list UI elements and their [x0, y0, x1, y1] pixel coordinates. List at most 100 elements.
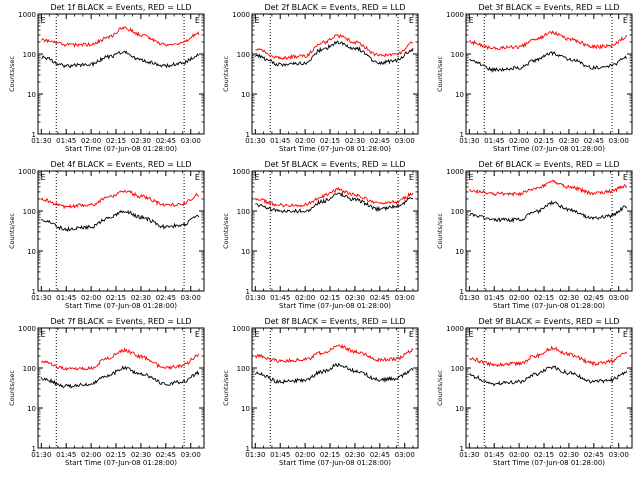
y-tick-label: 10	[27, 248, 36, 256]
y-tick-label: 10	[241, 91, 250, 99]
x-tick-label: 03:00	[181, 451, 201, 459]
e-marker-label: E	[195, 173, 200, 182]
e-marker-label: E	[468, 330, 473, 339]
series-line-events	[41, 209, 200, 232]
y-tick-label: 10	[455, 405, 464, 413]
chart-title: Det 4f BLACK = Events, RED = LLD	[50, 160, 191, 169]
x-tick-label: 03:00	[181, 294, 201, 302]
x-tick-label: 01:30	[459, 451, 479, 459]
chart-title: Det 5f BLACK = Events, RED = LLD	[264, 160, 405, 169]
plot-frame	[251, 170, 419, 292]
x-tick-label: 02:30	[345, 137, 365, 145]
x-tick-label: 02:30	[559, 451, 579, 459]
y-tick-label: 1	[460, 131, 464, 139]
x-tick-label: 01:30	[31, 294, 51, 302]
x-axis-label: Start Time (07-Jun-08 01:28:00)	[279, 145, 391, 153]
y-tick-label: 100	[23, 208, 36, 216]
plot-frame	[37, 170, 205, 292]
y-tick-label: 1000	[446, 11, 464, 19]
x-tick-label: 02:45	[156, 451, 176, 459]
series-line-lld	[469, 179, 628, 197]
y-tick-label: 1	[32, 131, 36, 139]
y-tick-label: 100	[451, 365, 464, 373]
x-tick-label: 02:00	[81, 451, 101, 459]
series-line-events	[254, 362, 414, 385]
x-tick-label: 02:15	[534, 137, 554, 145]
x-tick-label: 01:45	[56, 451, 76, 459]
x-tick-label: 02:15	[320, 451, 340, 459]
x-tick-label: 01:45	[484, 451, 504, 459]
series-line-lld	[254, 343, 414, 364]
x-tick-label: 03:00	[609, 451, 629, 459]
x-tick-label: 01:30	[31, 137, 51, 145]
chart-title: Det 2f BLACK = Events, RED = LLD	[264, 3, 405, 12]
y-tick-label: 1000	[446, 168, 464, 176]
x-axis-label: Start Time (07-Jun-08 01:28:00)	[65, 302, 177, 310]
x-axis-label: Start Time (07-Jun-08 01:28:00)	[493, 302, 605, 310]
y-tick-label: 1	[246, 131, 250, 139]
y-tick-label: 1000	[18, 325, 36, 333]
y-tick-label: 100	[451, 208, 464, 216]
x-tick-label: 02:45	[156, 137, 176, 145]
y-tick-label: 10	[27, 405, 36, 413]
y-tick-label: 10	[241, 248, 250, 256]
x-tick-label: 02:15	[106, 294, 126, 302]
x-tick-label: 01:30	[245, 294, 265, 302]
x-tick-label: 01:30	[245, 451, 265, 459]
x-tick-label: 02:00	[81, 294, 101, 302]
x-tick-label: 01:30	[459, 294, 479, 302]
e-marker-label: E	[409, 16, 414, 25]
chart-title: Det 8f BLACK = Events, RED = LLD	[264, 317, 405, 326]
series-line-lld	[40, 189, 200, 210]
y-axis-label: Counts/sec	[8, 56, 16, 92]
chart-panel-4: Det 4f BLACK = Events, RED = LLD 1 10 100 10…	[8, 160, 205, 310]
y-tick-label: 10	[455, 91, 464, 99]
x-tick-label: 02:45	[584, 294, 604, 302]
chart-panel-1: Det 1f BLACK = Events, RED = LLD 1 10 100 10…	[8, 3, 205, 153]
x-tick-label: 03:00	[609, 137, 629, 145]
series-line-lld	[469, 30, 628, 51]
x-axis-label: Start Time (07-Jun-08 01:28:00)	[279, 302, 391, 310]
plot-frame	[465, 13, 633, 135]
x-tick-label: 02:15	[320, 294, 340, 302]
y-tick-label: 1000	[232, 325, 250, 333]
series-line-lld	[254, 186, 414, 208]
x-tick-label: 01:30	[31, 451, 51, 459]
chart-title: Det 7f BLACK = Events, RED = LLD	[50, 317, 191, 326]
plot-frame	[251, 327, 419, 449]
y-tick-label: 1	[246, 445, 250, 453]
series-line-events	[41, 50, 200, 69]
y-axis-label: Counts/sec	[436, 370, 444, 406]
e-marker-label: E	[254, 173, 259, 182]
y-tick-label: 1000	[18, 11, 36, 19]
x-axis-label: Start Time (07-Jun-08 01:28:00)	[279, 459, 391, 467]
chart-panel-2: Det 2f BLACK = Events, RED = LLD 1 10 100 10…	[222, 3, 419, 153]
y-tick-label: 1000	[232, 168, 250, 176]
y-tick-label: 1000	[232, 11, 250, 19]
series-line-events	[469, 365, 628, 387]
x-tick-label: 01:45	[270, 451, 290, 459]
y-tick-label: 10	[241, 405, 250, 413]
y-tick-label: 1000	[446, 325, 464, 333]
plot-frame	[465, 170, 633, 292]
e-marker-label: E	[254, 330, 259, 339]
y-axis-label: Counts/sec	[222, 56, 230, 92]
e-marker-label: E	[623, 16, 628, 25]
y-tick-label: 100	[23, 365, 36, 373]
x-tick-label: 02:00	[295, 294, 315, 302]
series-line-events	[40, 365, 200, 389]
chart-title: Det 1f BLACK = Events, RED = LLD	[50, 3, 191, 12]
series-line-lld	[40, 347, 200, 372]
x-tick-label: 03:00	[181, 137, 201, 145]
x-tick-label: 02:45	[584, 137, 604, 145]
y-axis-label: Counts/sec	[222, 213, 230, 249]
e-marker-label: E	[409, 330, 414, 339]
x-tick-label: 02:00	[81, 137, 101, 145]
chart-panel-9: Det 9f BLACK = Events, RED = LLD 1 10 100 10…	[436, 317, 633, 467]
series-line-events	[255, 191, 414, 214]
series-line-events	[254, 40, 414, 68]
e-marker-label: E	[409, 173, 414, 182]
y-tick-label: 100	[451, 51, 464, 59]
x-axis-label: Start Time (07-Jun-08 01:28:00)	[65, 145, 177, 153]
x-tick-label: 02:30	[559, 294, 579, 302]
